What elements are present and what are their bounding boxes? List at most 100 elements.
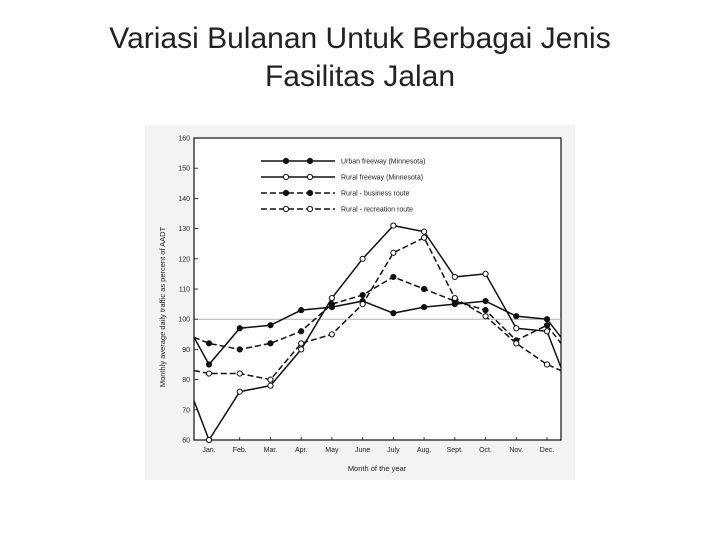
data-point [513, 325, 520, 332]
x-tick-label: Mar. [264, 447, 278, 454]
x-tick-label: Apr. [295, 447, 308, 454]
data-point [359, 301, 366, 308]
x-tick-label: Sept. [447, 447, 463, 454]
legend-marker [306, 173, 314, 181]
legend-marker [306, 189, 314, 197]
plot-frame [193, 137, 562, 441]
data-point [543, 361, 551, 368]
data-point [420, 228, 428, 235]
x-tick-label: Jan. [202, 447, 215, 454]
x-tick-label: Dec. [540, 447, 554, 454]
data-point [236, 325, 243, 332]
data-point [267, 322, 274, 329]
series-line [193, 224, 562, 442]
x-tick-label: May [325, 447, 339, 454]
grid-layer [193, 137, 562, 441]
x-tick-label: June [355, 447, 370, 454]
y-tick-label: 160 [178, 136, 190, 143]
data-point [543, 328, 551, 335]
series-line [193, 236, 562, 381]
data-point [420, 304, 428, 311]
data-point [482, 313, 489, 320]
data-point [359, 291, 366, 299]
legend-marker [282, 173, 290, 181]
y-tick-label: 90 [182, 347, 190, 354]
data-point [390, 222, 397, 229]
data-point [482, 270, 489, 277]
data-point [236, 346, 243, 353]
series-2 [193, 222, 562, 444]
data-point [267, 382, 274, 389]
y-tick-label: 120 [178, 256, 190, 263]
y-tick-label: 110 [179, 287, 190, 294]
legend-entry-4: Rural - recreation route [261, 205, 413, 214]
data-point [298, 307, 305, 314]
data-point [390, 249, 397, 256]
y-tick-label: 80 [182, 377, 190, 384]
legend-label: Urban freeway (Minnesota) [341, 159, 425, 166]
series-4 [193, 234, 562, 383]
data-point [205, 436, 213, 444]
y-axis-label: Monthly average daily traffic as percent… [158, 226, 167, 387]
axis-layer: Monthly average daily traffic as percent… [158, 136, 554, 474]
data-point [451, 273, 458, 281]
chart-svg: Monthly average daily traffic as percent… [158, 136, 562, 474]
y-tick-label: 60 [182, 438, 190, 445]
data-point [513, 340, 520, 347]
x-tick-label: Oct. [479, 447, 492, 454]
legend-marker [306, 205, 314, 213]
data-point [205, 340, 213, 347]
data-point [236, 370, 243, 377]
x-tick-label: Feb. [233, 447, 247, 454]
legend-marker [282, 157, 290, 165]
legend-entry-3: Rural - business route [261, 189, 410, 198]
data-point [359, 255, 366, 262]
data-point [543, 316, 551, 323]
x-tick-label: Nov. [509, 447, 523, 454]
data-point [543, 322, 551, 329]
data-point [420, 285, 428, 293]
data-point [328, 294, 336, 302]
legend-label: Rural freeway (Minnesota) [341, 175, 423, 182]
data-point [390, 273, 397, 281]
data-point [298, 328, 305, 335]
data-point [267, 376, 274, 383]
x-axis-label: Month of the year [348, 464, 407, 473]
x-tick-label: Aug. [417, 447, 431, 454]
traffic-variation-chart: Monthly average daily traffic as percent… [145, 125, 575, 480]
y-tick-label: 140 [178, 196, 190, 203]
data-point [298, 340, 305, 347]
data-point [205, 361, 213, 368]
legend-marker [282, 205, 290, 213]
slide-title-line-1: Variasi Bulanan Untuk Berbagai Jenis [109, 22, 611, 55]
data-point [390, 310, 397, 317]
data-point [298, 346, 305, 353]
series-line [193, 276, 562, 351]
legend-entry-1: Urban freeway (Minnesota) [261, 157, 425, 166]
data-point [513, 313, 520, 320]
data-point [451, 294, 458, 302]
legend-label: Rural - business route [341, 191, 410, 198]
data-point [205, 370, 213, 377]
legend: Urban freeway (Minnesota) Rural freeway (… [261, 157, 425, 214]
data-point [482, 297, 489, 305]
x-tick-label: July [387, 447, 400, 454]
data-point [328, 331, 336, 338]
data-point [482, 307, 489, 314]
y-tick-label: 70 [182, 407, 190, 414]
series-layer [193, 222, 562, 444]
slide-title: Variasi Bulanan Untuk Berbagai Jenis Fas… [60, 20, 660, 96]
y-tick-label: 100 [178, 317, 190, 324]
legend-marker [306, 157, 314, 165]
data-point [236, 388, 243, 395]
series-line [193, 300, 562, 366]
y-tick-label: 130 [178, 226, 190, 233]
data-point [328, 301, 336, 308]
y-tick-label: 150 [178, 166, 190, 173]
legend-label: Rural - recreation route [341, 207, 413, 214]
legend-entry-2: Rural freeway (Minnesota) [261, 173, 423, 182]
legend-marker [282, 189, 290, 197]
slide-title-line-2: Fasilitas Jalan [264, 60, 456, 93]
data-point [267, 340, 274, 347]
data-point [420, 234, 428, 241]
